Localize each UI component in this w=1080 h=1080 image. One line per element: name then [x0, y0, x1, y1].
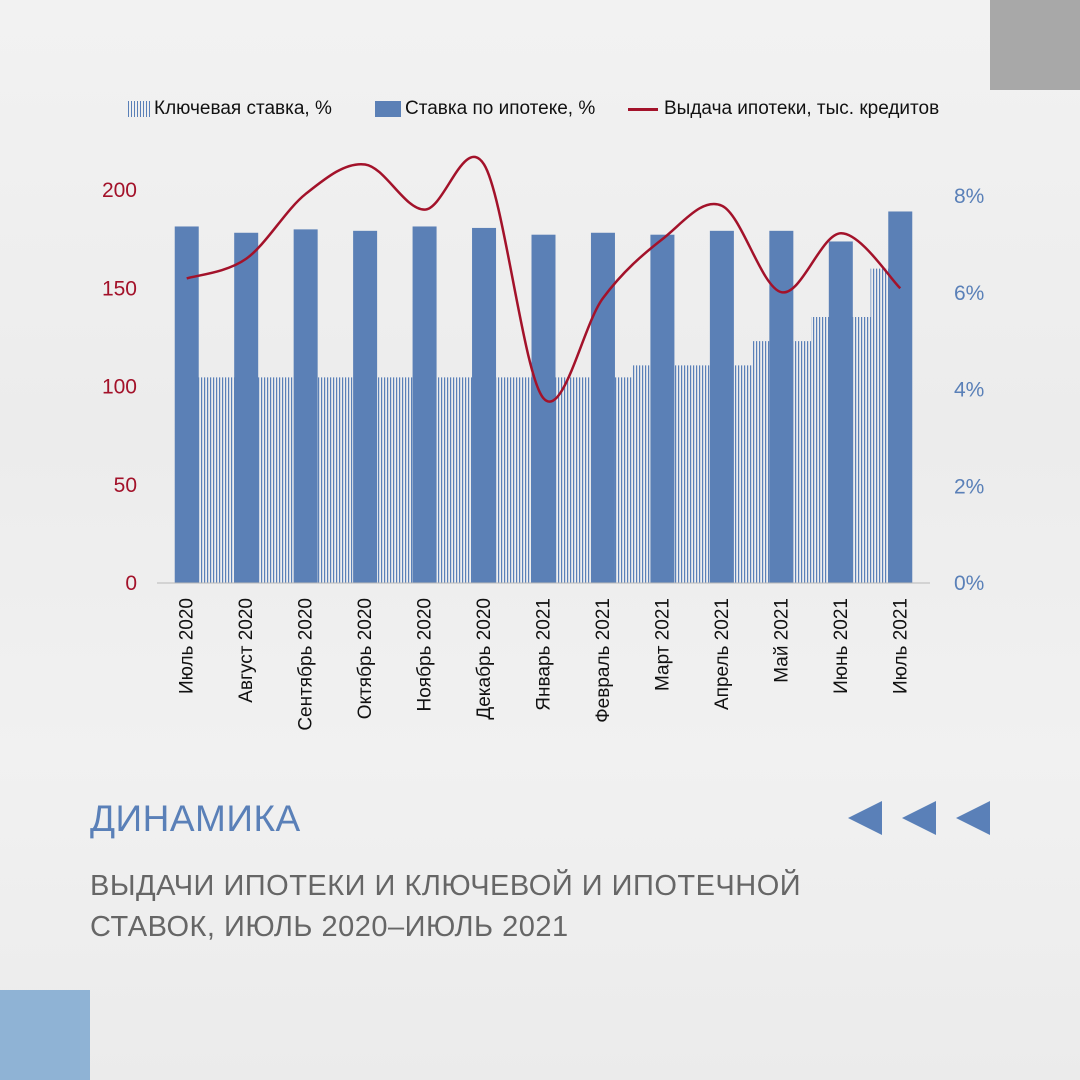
legend-label-mortgage-rate: Ставка по ипотеке, % — [405, 98, 596, 119]
legend-item-issuance: Выдача ипотеки, тыс. кредитов — [628, 98, 939, 120]
y-right-tick-label: 0% — [954, 572, 984, 595]
mortgage-rate-bar — [234, 232, 259, 583]
corner-decoration-top-right — [990, 0, 1080, 90]
legend-swatch-issuance — [628, 107, 658, 111]
x-tick-label: Август 2020 — [236, 598, 257, 703]
mortgage-rate-bar — [174, 226, 199, 583]
x-tick-label: Март 2021 — [652, 598, 673, 691]
x-tick-label: Июль 2020 — [177, 598, 198, 694]
mortgage-rate-bar — [412, 226, 437, 583]
legend-label-issuance: Выдача ипотеки, тыс. кредитов — [664, 98, 940, 119]
y-right-tick-label: 6% — [954, 282, 984, 305]
mortgage-rate-bar — [650, 234, 675, 583]
y-right-tick-label: 4% — [954, 379, 984, 402]
page-title: ДИНАМИКА — [90, 798, 301, 839]
y-right-tick-label: 2% — [954, 475, 984, 498]
x-tick-label: Январь 2021 — [534, 598, 555, 711]
y-right-tick-label: 8% — [954, 185, 984, 208]
legend-swatch-key-rate — [128, 101, 150, 117]
chart-canvas: 0 50 100 150 200 0% 2% 4% 6% 8% Июль 2020 Август 20… — [102, 155, 984, 731]
arrow-left-icon — [956, 801, 990, 835]
mortgage-rate-bar — [293, 229, 318, 583]
chart-tick-labels: 0 50 100 150 200 0% 2% 4% 6% 8% Июль 2020 Август 20… — [102, 179, 984, 731]
y-left-tick-label: 200 — [102, 179, 137, 202]
y-left-tick-label: 0 — [125, 572, 137, 595]
x-tick-label: Сентябрь 2020 — [296, 598, 317, 731]
legend-label-key-rate: Ключевая ставка, % — [154, 98, 332, 119]
x-tick-label: Декабрь 2020 — [474, 598, 495, 720]
legend-item-mortgage-rate: Ставка по ипотеке, % — [375, 98, 595, 120]
chart-legend: Ключевая ставка, % Ставка по ипотеке, % … — [0, 98, 1080, 126]
mortgage-rate-bar — [769, 230, 794, 583]
issuance-series — [186, 155, 902, 403]
x-tick-label: Ноябрь 2020 — [415, 598, 436, 711]
x-tick-label: Май 2021 — [771, 598, 792, 683]
mortgage-rate-bar — [472, 227, 497, 584]
x-tick-label: Октябрь 2020 — [355, 598, 376, 719]
x-tick-label: Июль 2021 — [890, 598, 911, 694]
y-left-tick-label: 150 — [102, 277, 137, 300]
mortgage-rate-bar — [531, 234, 556, 583]
x-tick-label: Февраль 2021 — [593, 598, 614, 723]
subtitle-line-2: СТАВОК, ИЮЛЬ 2020–ИЮЛЬ 2021 — [90, 911, 569, 943]
arrow-left-icon — [902, 801, 936, 835]
y-left-tick-label: 50 — [114, 474, 137, 497]
mortgage-rate-bar — [590, 232, 615, 583]
mortgage-rate-bar — [709, 230, 734, 583]
page-subtitle: ВЫДАЧИ ИПОТЕКИ И КЛЮЧЕВОЙ И ИПОТЕЧНОЙ СТ… — [90, 866, 890, 948]
mortgage-rate-bar — [888, 211, 913, 584]
y-left-tick-label: 100 — [102, 376, 137, 399]
x-tick-label: Июнь 2021 — [831, 598, 852, 694]
issuance-line — [186, 155, 902, 403]
x-tick-label: Апрель 2021 — [712, 598, 733, 710]
subtitle-line-1: ВЫДАЧИ ИПОТЕКИ И КЛЮЧЕВОЙ И ИПОТЕЧНОЙ — [90, 870, 802, 902]
legend-item-key-rate: Ключевая ставка, % — [128, 98, 332, 120]
nav-arrows — [848, 801, 990, 835]
legend-swatch-mortgage-rate — [375, 101, 401, 117]
mortgage-rate-bar — [353, 230, 378, 583]
corner-decoration-bottom-left — [0, 990, 90, 1080]
arrow-left-icon — [848, 801, 882, 835]
mortgage-rate-bar — [828, 241, 853, 583]
